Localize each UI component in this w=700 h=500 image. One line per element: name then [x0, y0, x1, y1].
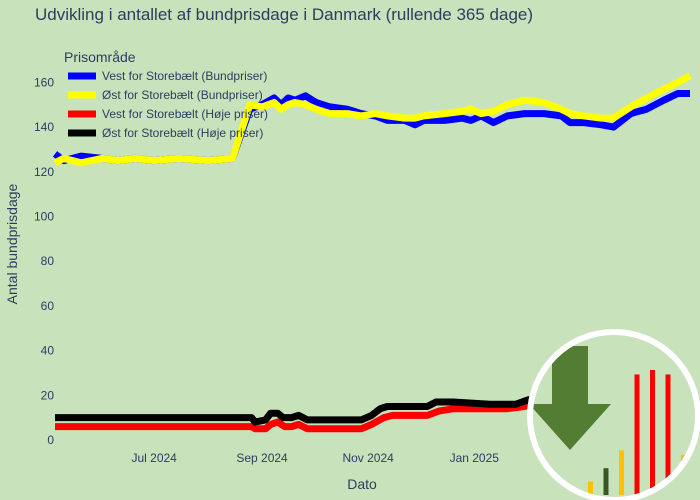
series-line: [55, 398, 593, 433]
legend-item[interactable]: Øst for Storebælt (Bundpriser): [102, 88, 263, 102]
badge-bar: [588, 481, 593, 495]
y-tick-label: 100: [34, 209, 54, 223]
series-line: [55, 396, 593, 426]
x-tick-label: Sep 2024: [236, 451, 288, 465]
badge-bar: [634, 374, 640, 495]
badge-bar: [665, 374, 671, 495]
x-tick-label: Jul 2024: [131, 451, 177, 465]
y-tick-label: 60: [41, 299, 55, 313]
y-tick-label: 0: [47, 433, 54, 447]
x-axis-title: Dato: [347, 476, 377, 492]
y-tick-label: 40: [41, 344, 55, 358]
series-lines: [52, 72, 692, 433]
legend[interactable]: Prisområde Vest for Storebælt (Bundpriser…: [64, 49, 268, 140]
down-arrow-icon: [533, 346, 611, 450]
y-axis-ticks: 0 20 40 60 80 100 120 140 160: [34, 75, 54, 447]
y-tick-label: 140: [34, 120, 54, 134]
badge-bar: [603, 468, 609, 495]
y-tick-label: 20: [41, 388, 55, 402]
legend-item[interactable]: Øst for Storebælt (Høje priser): [102, 126, 263, 140]
legend-item[interactable]: Vest for Storebælt (Høje priser): [102, 107, 268, 121]
x-tick-label: Jan 2025: [450, 451, 500, 465]
legend-item[interactable]: Vest for Storebælt (Bundpriser): [102, 69, 267, 83]
y-tick-label: 160: [34, 75, 54, 89]
x-tick-label: Nov 2024: [342, 451, 394, 465]
chart-title: Udvikling i antallet af bundprisdage i D…: [35, 5, 533, 24]
badge-bar: [619, 450, 624, 495]
y-tick-label: 120: [34, 165, 54, 179]
badge-bar: [650, 370, 655, 495]
legend-title: Prisområde: [64, 49, 136, 65]
series-line: [53, 72, 692, 167]
y-tick-label: 80: [41, 254, 55, 268]
y-axis-title: Antal bundprisdage: [4, 183, 20, 304]
overlay-badge: [527, 329, 700, 500]
